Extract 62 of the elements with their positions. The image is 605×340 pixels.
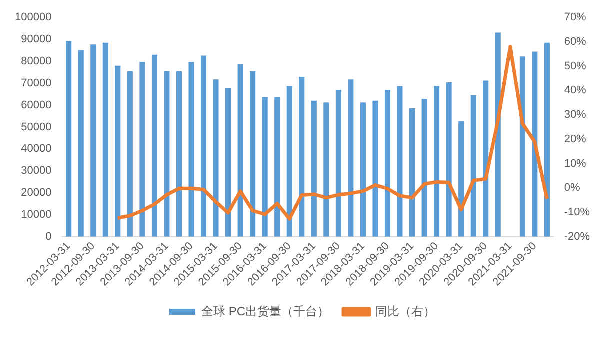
bar (176, 71, 182, 237)
bar (336, 90, 342, 237)
y2-tick-label: 20% (564, 133, 587, 146)
bar (201, 56, 207, 237)
bar (348, 80, 354, 237)
y2-tick-label: 60% (564, 36, 587, 48)
bar (520, 56, 526, 237)
bar (78, 50, 84, 237)
bar (164, 71, 170, 237)
bar (544, 42, 550, 237)
y-tick-label: 70000 (21, 77, 52, 90)
bar (446, 82, 452, 237)
y2-tick-label: 30% (564, 109, 587, 122)
bar (127, 71, 133, 237)
bar (286, 86, 292, 237)
bar (532, 52, 538, 237)
bar (372, 100, 378, 237)
y-tick-label: 40000 (21, 143, 52, 156)
bar (299, 77, 305, 237)
y-tick-label: 60000 (21, 99, 52, 112)
bar (274, 97, 280, 237)
y2-tick-label: 70% (564, 12, 587, 24)
legend-label: 全球 PC出货量（千台） (202, 304, 330, 318)
y-tick-label: 80000 (21, 55, 52, 68)
bar (458, 121, 464, 237)
bar (262, 97, 268, 237)
y-tick-label: 50000 (21, 121, 52, 134)
bar (226, 88, 232, 237)
bar (311, 100, 317, 237)
bar (66, 41, 72, 237)
bar (470, 95, 476, 237)
y2-tick-label: 0% (564, 182, 580, 194)
bar (238, 64, 244, 237)
bar (188, 62, 194, 237)
y-tick-label: 10000 (21, 208, 52, 221)
y-tick-label: 0 (46, 230, 52, 243)
legend-label: 同比（右） (376, 304, 436, 318)
y-tick-label: 100000 (14, 12, 52, 24)
bar (140, 62, 146, 237)
bar (102, 42, 108, 237)
bar (152, 54, 158, 237)
bar (324, 102, 330, 237)
y-tick-label: 30000 (21, 165, 52, 178)
bar (410, 108, 416, 237)
bar (422, 99, 428, 237)
bar (250, 71, 256, 237)
y-tick-label: 20000 (21, 187, 52, 200)
bar (434, 86, 440, 237)
bar (90, 44, 96, 237)
bar (483, 80, 489, 237)
y2-tick-label: -20% (564, 230, 590, 243)
bar (384, 90, 390, 237)
bar (397, 86, 403, 237)
y2-tick-label: -10% (564, 206, 590, 219)
bar (213, 80, 219, 237)
y2-tick-label: 40% (564, 84, 587, 97)
bar (115, 66, 121, 237)
bar (495, 32, 501, 237)
bar (360, 102, 366, 237)
y-tick-label: 90000 (21, 34, 52, 46)
y2-tick-label: 50% (564, 60, 587, 72)
y2-tick-label: 10% (564, 158, 587, 170)
